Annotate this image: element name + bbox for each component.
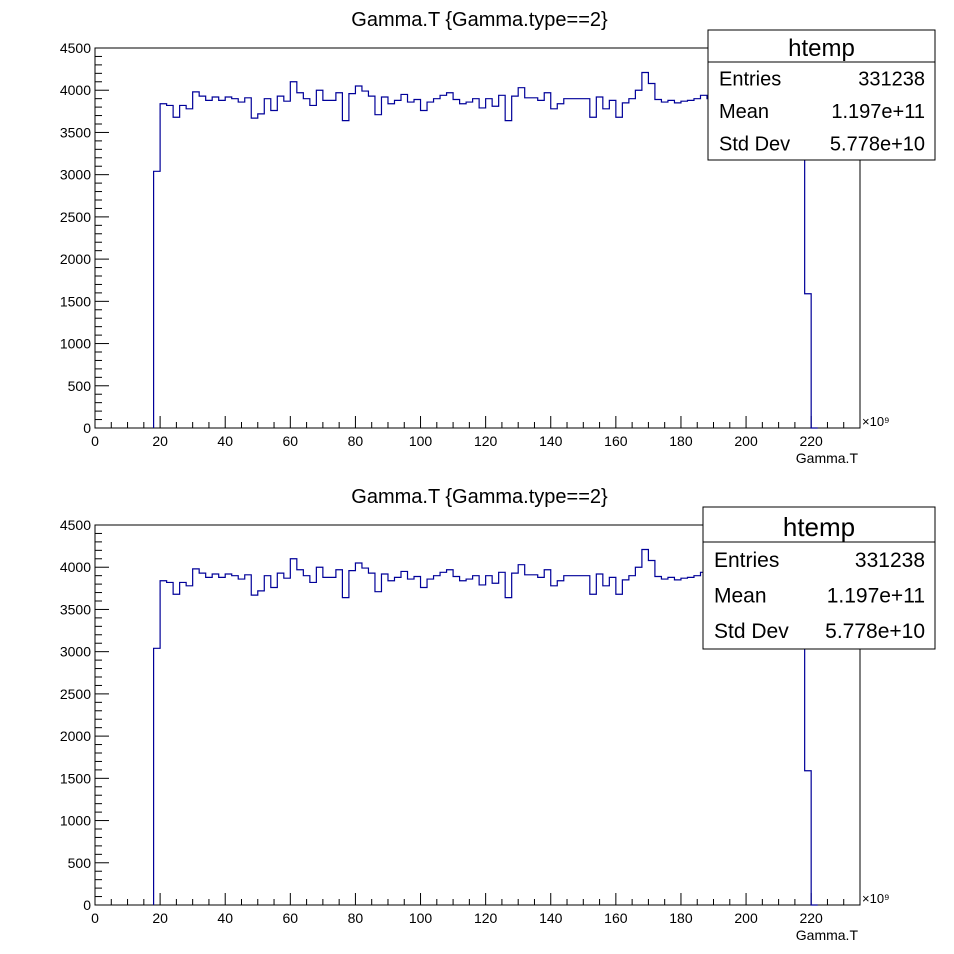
stats-stddev-label: Std Dev [714, 620, 789, 643]
x-tick-label: 40 [217, 910, 233, 926]
y-tick-label: 2000 [60, 728, 91, 744]
x-tick-label: 140 [539, 433, 563, 449]
x-tick-label: 180 [669, 433, 693, 449]
stats-box-frame [702, 506, 936, 650]
histogram-pad-2: Gamma.T {Gamma.type==2}05001000150020002… [60, 486, 936, 943]
x-tick-label: 180 [669, 910, 693, 926]
stats-box-title: htemp [788, 35, 855, 62]
y-tick-label: 0 [83, 897, 91, 913]
y-tick-label: 1000 [60, 813, 91, 829]
x-tick-label: 80 [348, 433, 364, 449]
stats-entries-value: 331238 [855, 549, 925, 572]
stats-stddev-label: Std Dev [719, 134, 790, 156]
x-tick-label: 20 [152, 433, 168, 449]
y-tick-label: 1500 [60, 293, 91, 309]
x-tick-label: 220 [799, 910, 823, 926]
x-tick-label: 200 [734, 910, 758, 926]
x-tick-label: 0 [91, 910, 99, 926]
x-tick-label: 20 [152, 910, 168, 926]
stats-box-title: htemp [783, 512, 855, 542]
x-tick-label: 100 [409, 910, 433, 926]
x-tick-label: 120 [474, 433, 498, 449]
stats-box: htemp Entries 331238 Mean 1.197e+11 Std Dev 5.… [707, 29, 936, 161]
x-axis-title: Gamma.T [796, 927, 859, 943]
x-tick-label: 140 [539, 910, 563, 926]
x-tick-label: 160 [604, 433, 628, 449]
y-axis: 0 500 1000 1500 2000 2500 3000 3500 4000 4500 [60, 517, 109, 913]
histogram-line [153, 548, 818, 906]
stats-mean-value: 1.197e+11 [827, 585, 925, 608]
y-tick-label: 500 [68, 378, 92, 394]
x-tick-label: 60 [283, 433, 299, 449]
histogram-line [153, 71, 818, 429]
x-tick-label: 200 [734, 433, 758, 449]
plot-frame [94, 47, 861, 429]
y-axis: 0 500 1000 1500 2000 2500 3000 3500 4000 4500 [60, 40, 109, 436]
x-axis: 0 20 40 60 80 100 120 140 160 180 200 220 [91, 416, 861, 449]
stats-mean-label: Mean [719, 101, 769, 123]
y-tick-label: 3500 [60, 601, 91, 617]
x-tick-label: 0 [91, 433, 99, 449]
y-tick-label: 2500 [60, 686, 91, 702]
y-tick-label: 3500 [60, 124, 91, 140]
x-tick-label: 40 [217, 433, 233, 449]
y-tick-label: 4500 [60, 517, 91, 533]
stats-entries-value: 331238 [858, 68, 925, 90]
y-tick-label: 4000 [60, 559, 91, 575]
plot-frame [94, 524, 861, 906]
x-tick-label: 160 [604, 910, 628, 926]
y-tick-label: 2000 [60, 251, 91, 267]
x-exponent-label: ×10⁹ [862, 414, 890, 429]
stats-box-frame [707, 29, 936, 161]
y-tick-label: 4500 [60, 40, 91, 56]
x-exponent-label: ×10⁹ [862, 891, 890, 906]
x-axis-title: Gamma.T [796, 450, 859, 466]
x-tick-label: 60 [283, 910, 299, 926]
y-tick-label: 3000 [60, 167, 91, 183]
stats-stddev-value: 5.778e+10 [830, 134, 925, 156]
y-tick-label: 0 [83, 420, 91, 436]
y-tick-label: 1000 [60, 336, 91, 352]
chart-title: Gamma.T {Gamma.type==2} [351, 9, 608, 31]
stats-stddev-value: 5.778e+10 [825, 620, 925, 643]
stats-entries-label: Entries [714, 549, 779, 572]
y-tick-label: 2500 [60, 209, 91, 225]
x-tick-label: 100 [409, 433, 433, 449]
y-tick-label: 3000 [60, 644, 91, 660]
stats-entries-label: Entries [719, 68, 781, 90]
x-axis: 0 20 40 60 80 100 120 140 160 180 200 220 [91, 893, 861, 926]
stats-mean-value: 1.197e+11 [831, 101, 925, 123]
stats-mean-label: Mean [714, 585, 767, 608]
x-tick-label: 80 [348, 910, 364, 926]
y-tick-label: 500 [68, 855, 92, 871]
x-tick-label: 120 [474, 910, 498, 926]
y-tick-label: 1500 [60, 770, 91, 786]
chart-title: Gamma.T {Gamma.type==2} [351, 486, 608, 508]
y-tick-label: 4000 [60, 82, 91, 98]
x-tick-label: 220 [799, 433, 823, 449]
histogram-pad-1: Gamma.T {Gamma.type==2}05001000150020002… [60, 9, 936, 466]
